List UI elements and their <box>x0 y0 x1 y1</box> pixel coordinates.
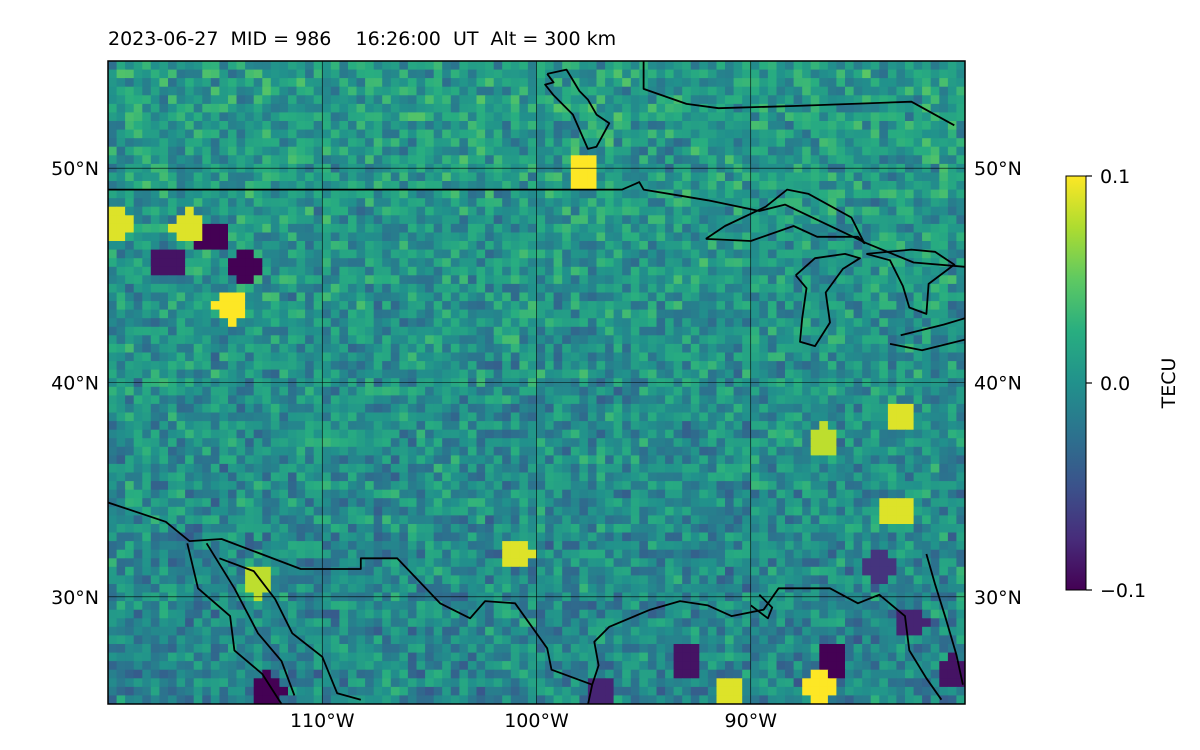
chart-title: 2023-06-27 MID = 986 16:26:00 UT Alt = 3… <box>108 28 617 50</box>
colorbar-tick-label: −0.1 <box>1100 580 1146 602</box>
x-tick-label: 90°W <box>725 710 778 732</box>
y-tick-label-right: 40°N <box>974 373 1022 395</box>
x-tick-label: 100°W <box>504 710 569 732</box>
map-frame <box>107 60 966 705</box>
y-tick-label-left: 30°N <box>51 587 99 609</box>
colorbar-tick-label: 0.0 <box>1100 373 1130 395</box>
coastline-segment <box>642 61 955 127</box>
y-tick-label-right: 30°N <box>974 587 1022 609</box>
coastline-segment <box>866 248 956 315</box>
coastline-segment <box>900 317 965 337</box>
coastline-segment <box>544 68 611 150</box>
coastline-segment <box>587 684 594 704</box>
y-tick-label-right: 50°N <box>974 158 1022 180</box>
colorbar-gradient <box>1065 175 1087 591</box>
coastline-segment <box>205 542 296 696</box>
coastline-segment <box>219 557 362 701</box>
colorbar-label: TECU <box>1158 358 1180 410</box>
coastline-segment <box>108 181 965 268</box>
coastline-segment <box>889 338 965 352</box>
coastline-segment <box>591 587 943 701</box>
coastline-segment <box>705 188 866 245</box>
coastline-segment <box>925 553 964 685</box>
coastline-segment <box>750 594 774 620</box>
coastline-segment <box>795 253 861 347</box>
colorbar-tick-label: 0.1 <box>1100 166 1130 188</box>
y-tick-label-left: 40°N <box>51 373 99 395</box>
coastline-segment <box>186 543 283 704</box>
y-tick-label-left: 50°N <box>51 158 99 180</box>
x-tick-label: 110°W <box>290 710 355 732</box>
